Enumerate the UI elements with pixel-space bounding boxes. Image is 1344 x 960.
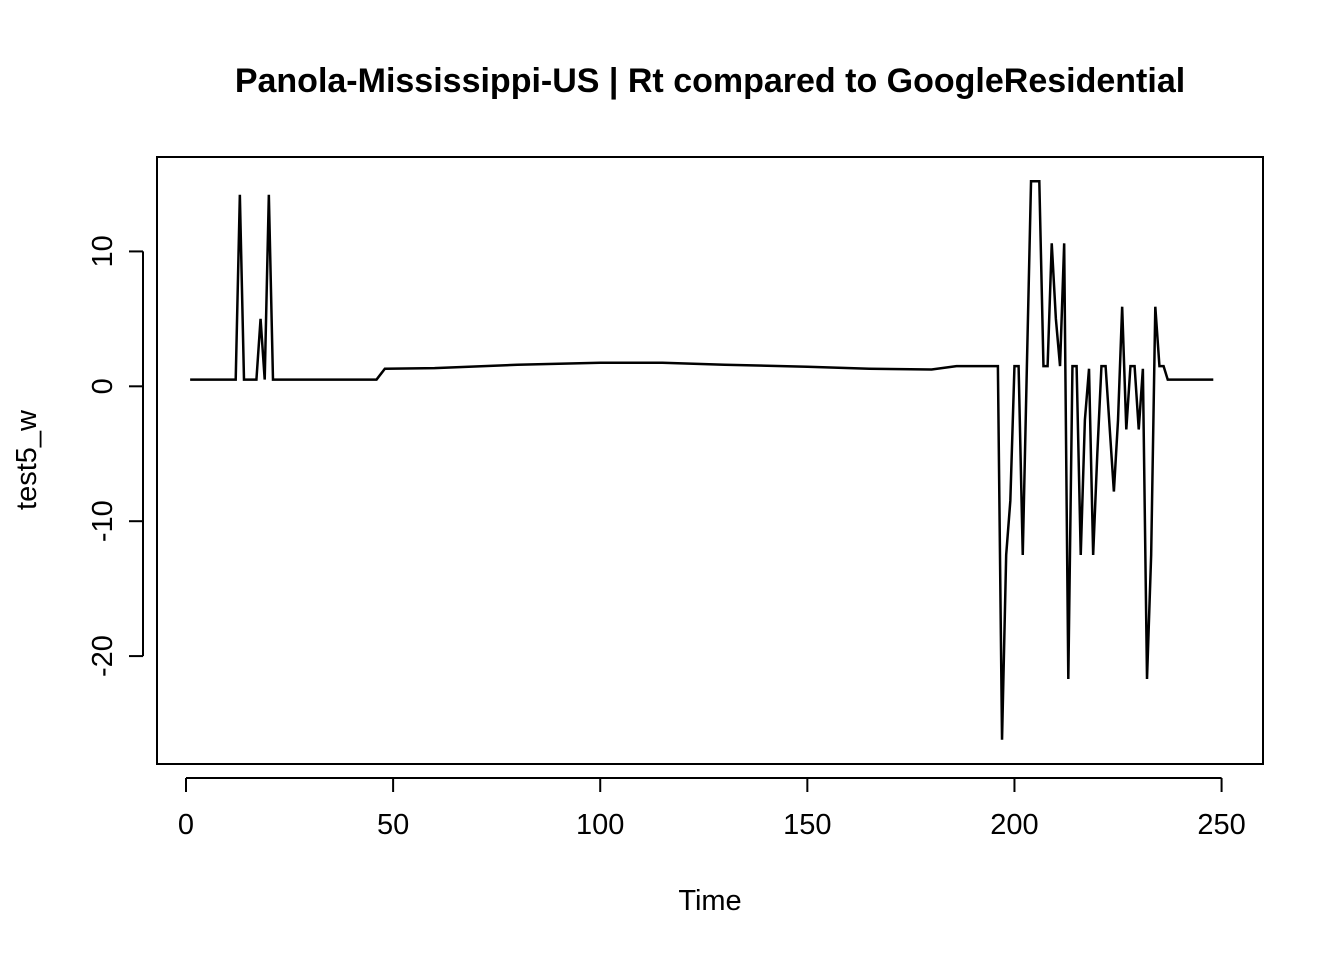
y-tick-label: 10 [87,235,119,267]
x-axis: 0 50 100 150 200 250 [178,777,1246,841]
y-axis-label: test5_w [11,409,43,510]
x-tick-label: 200 [990,809,1038,841]
y-tick-label: -20 [87,635,119,677]
x-axis-label: Time [678,885,741,917]
y-tick-label: 0 [87,378,119,394]
plot-area-border [156,156,1264,765]
x-tick-label: 0 [178,809,194,841]
x-tick-label: 100 [576,809,624,841]
series-layer [190,180,1214,740]
x-tick-label: 150 [783,809,831,841]
y-axis: -20 -10 0 10 [87,235,144,677]
series-line-0 [190,180,1214,740]
y-tick-label: -10 [87,500,119,542]
chart-title: Panola-Mississippi-US | Rt compared to G… [235,62,1185,100]
x-tick-label: 250 [1197,809,1245,841]
x-tick-label: 50 [377,809,409,841]
